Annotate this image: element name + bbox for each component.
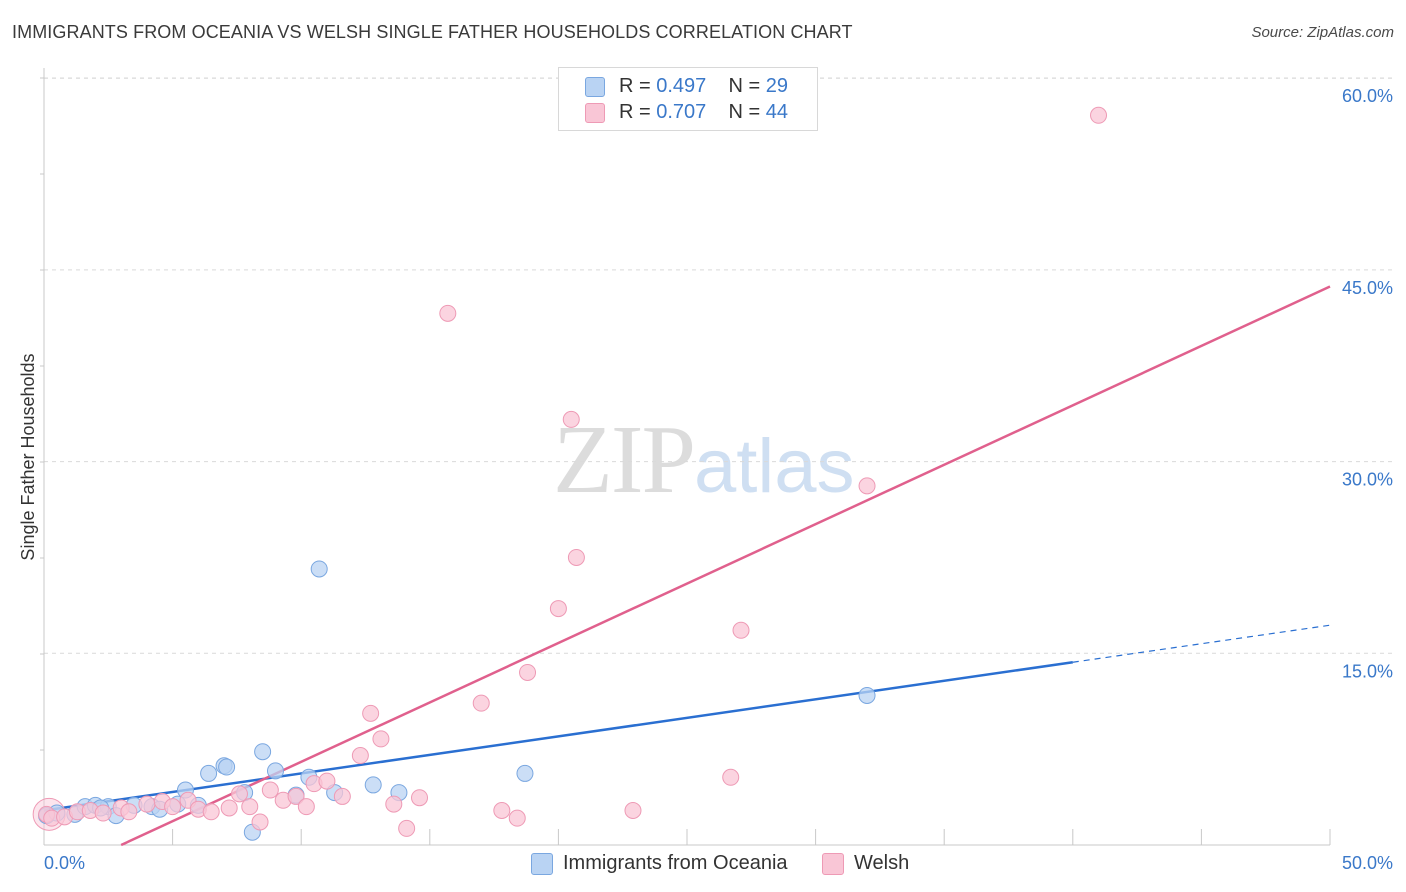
legend-r-label: R = <box>619 75 651 97</box>
point-welsh <box>567 548 585 566</box>
point-welsh <box>549 600 567 618</box>
point-welsh <box>202 803 220 821</box>
point-welsh <box>493 801 511 819</box>
point-welsh <box>230 785 248 803</box>
point-oceania <box>266 762 284 780</box>
chart-title: IMMIGRANTS FROM OCEANIA VS WELSH SINGLE … <box>12 22 853 42</box>
point-welsh <box>508 809 526 827</box>
point-welsh <box>519 663 537 681</box>
point-welsh <box>261 781 279 799</box>
point-oceania <box>858 686 876 704</box>
point-welsh <box>722 768 740 786</box>
point-oceania <box>200 764 218 782</box>
point-welsh <box>372 730 390 748</box>
point-welsh <box>138 795 156 813</box>
trend-lines <box>43 285 1331 847</box>
grid-lines <box>44 77 1393 654</box>
point-oceania <box>364 776 382 794</box>
legend-r-label: R = <box>619 101 651 123</box>
watermark: ZIPatlas <box>553 402 855 516</box>
legend-r-value: 0.707 <box>656 101 707 123</box>
point-welsh <box>624 801 642 819</box>
trend-line-oceania-extension <box>1072 624 1331 663</box>
point-welsh <box>858 477 876 495</box>
trend-line-oceania <box>43 661 1073 812</box>
bottom-legend-swatch-welsh <box>822 853 844 875</box>
x-tick-label: 0.0% <box>44 853 85 873</box>
legend: R = 0.497 N = 29 R = 0.707 N = 44 <box>558 67 818 131</box>
point-welsh <box>297 798 315 816</box>
point-welsh <box>251 813 269 831</box>
point-welsh <box>164 798 182 816</box>
legend-swatch-welsh <box>585 103 605 123</box>
data-points <box>32 106 1108 841</box>
point-oceania <box>516 764 534 782</box>
legend-swatch-oceania <box>585 77 605 97</box>
point-welsh <box>241 798 259 816</box>
point-welsh <box>351 747 369 765</box>
point-welsh <box>411 789 429 807</box>
x-tick-label: 50.0% <box>1342 853 1393 873</box>
watermark-atlas: atlas <box>694 424 855 509</box>
point-welsh <box>333 787 351 805</box>
point-welsh <box>732 621 750 639</box>
point-welsh <box>472 694 490 712</box>
point-welsh <box>220 799 238 817</box>
point-welsh <box>562 410 580 428</box>
legend-n-label: N = <box>728 75 761 97</box>
point-welsh <box>439 304 457 322</box>
legend-n-value: 29 <box>765 75 789 97</box>
point-oceania <box>310 560 328 578</box>
legend-r-value: 0.497 <box>656 75 707 97</box>
point-oceania <box>254 743 272 761</box>
bottom-legend-swatch-oceania <box>531 853 553 875</box>
bottom-legend-label-oceania: Immigrants from Oceania <box>563 852 788 874</box>
legend-n-label: N = <box>728 101 761 123</box>
point-oceania <box>218 758 236 776</box>
trend-line-welsh <box>120 285 1331 847</box>
y-tick-label: 60.0% <box>1342 86 1393 106</box>
tick-labels: 15.0% 30.0% 45.0% 60.0% 0.0% 50.0% <box>44 86 1393 873</box>
point-welsh <box>120 803 138 821</box>
point-welsh <box>1090 106 1108 124</box>
point-welsh <box>94 804 112 822</box>
axes <box>40 68 1331 846</box>
point-welsh <box>385 795 403 813</box>
y-axis-label: Single Father Households <box>18 353 38 560</box>
source-label: Source: ZipAtlas.com <box>1251 24 1394 41</box>
point-welsh <box>318 772 336 790</box>
bottom-legend-label-welsh: Welsh <box>854 852 910 874</box>
y-tick-label: 15.0% <box>1342 661 1393 681</box>
point-welsh <box>398 819 416 837</box>
y-tick-label: 30.0% <box>1342 470 1393 490</box>
legend-n-value: 44 <box>765 101 789 123</box>
point-welsh <box>362 704 380 722</box>
y-tick-label: 45.0% <box>1342 278 1393 298</box>
point-welsh <box>287 787 305 805</box>
